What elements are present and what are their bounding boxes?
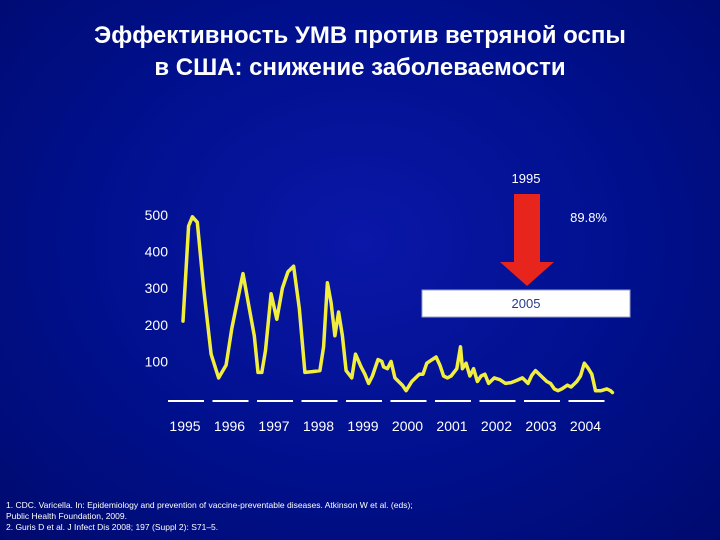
y-tick-label: 400 bbox=[145, 244, 169, 260]
x-tick-label: 1997 bbox=[258, 418, 289, 434]
y-tick-label: 200 bbox=[145, 317, 169, 333]
year-2005-box bbox=[421, 289, 631, 318]
x-tick-label: 2003 bbox=[525, 418, 556, 434]
arrow-top-label: 1995 bbox=[512, 171, 541, 186]
y-tick-label: 100 bbox=[145, 353, 169, 369]
x-tick-label: 1995 bbox=[169, 418, 200, 434]
year-2005-box-label: 2005 bbox=[512, 296, 541, 311]
x-tick-label: 2000 bbox=[392, 418, 423, 434]
x-tick-label: 1999 bbox=[347, 418, 378, 434]
y-tick-label: 300 bbox=[145, 280, 169, 296]
x-tick-label: 2001 bbox=[436, 418, 467, 434]
page-title: Эффективность УМВ против ветряной оспы в… bbox=[30, 20, 690, 84]
x-tick-label: 2002 bbox=[481, 418, 512, 434]
x-tick-label: 1996 bbox=[214, 418, 245, 434]
y-axis-ticks: 100 200 300 400 500 bbox=[145, 207, 169, 369]
title-line-2: в США: снижение заболеваемости bbox=[154, 54, 566, 81]
footnote-line-2: Public Health Foundation, 2009. bbox=[6, 511, 127, 521]
footnote: 1. CDC. Varicella. In: Epidemiology and … bbox=[6, 500, 526, 533]
series-line bbox=[181, 215, 615, 395]
x-tick-label: 2004 bbox=[570, 418, 601, 434]
title-line-1: Эффективность УМВ против ветряной оспы bbox=[94, 22, 626, 49]
footnote-line-3: 2. Guris D et al. J Infect Dis 2008; 197… bbox=[6, 522, 219, 532]
footnote-line-1: 1. CDC. Varicella. In: Epidemiology and … bbox=[6, 500, 413, 510]
y-tick-label: 500 bbox=[145, 207, 169, 223]
down-arrow-icon bbox=[500, 194, 554, 286]
percent-label: 89.8% bbox=[570, 210, 607, 225]
x-axis-labels: 1995 1996 1997 1998 1999 2000 2001 2002 2003 2004 bbox=[169, 418, 601, 434]
x-tick-label: 1998 bbox=[303, 418, 334, 434]
